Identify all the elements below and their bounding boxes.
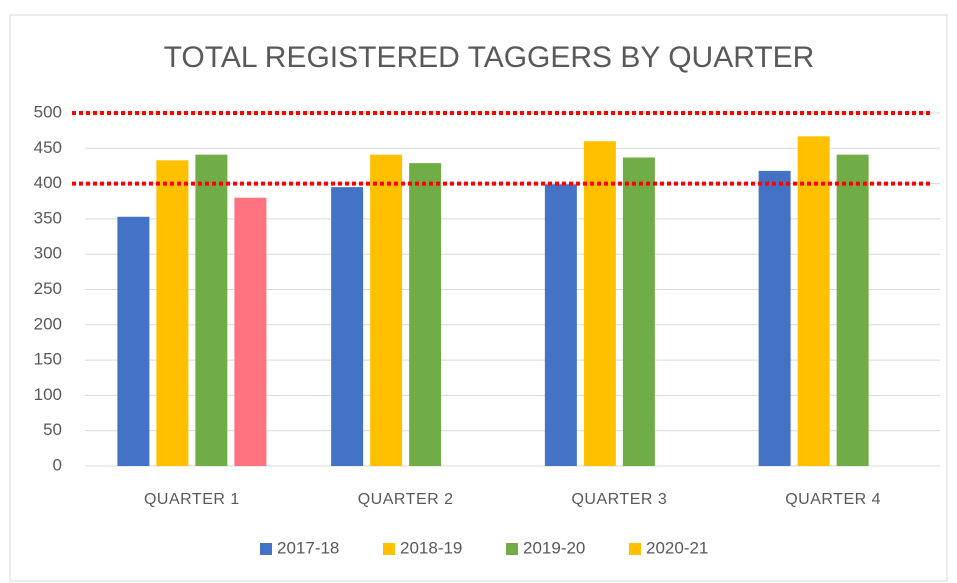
bar (409, 163, 442, 466)
legend-swatch (260, 543, 272, 555)
x-tick-label: QUARTER 4 (785, 491, 881, 508)
bar (836, 154, 869, 467)
legend-label: 2019-20 (523, 538, 585, 557)
legend-swatch (506, 543, 518, 555)
y-tick-label: 200 (34, 314, 62, 333)
bar (622, 157, 655, 466)
x-tick-label: QUARTER 1 (144, 491, 240, 508)
x-tick-label: QUARTER 2 (358, 491, 454, 508)
legend-label: 2017-18 (277, 538, 339, 557)
bar (117, 216, 150, 466)
bar (544, 184, 577, 466)
y-tick-label: 350 (34, 208, 62, 227)
y-tick-label: 100 (34, 385, 62, 404)
y-tick-label: 250 (34, 279, 62, 298)
y-tick-label: 50 (43, 420, 62, 439)
bar (156, 160, 189, 466)
y-tick-label: 0 (53, 455, 62, 474)
bar (583, 141, 616, 467)
chart-title: TOTAL REGISTERED TAGGERS BY QUARTER (164, 41, 815, 74)
y-tick-label: 300 (34, 244, 62, 263)
legend-label: 2020-21 (646, 538, 708, 557)
legend-label: 2018-19 (400, 538, 462, 557)
y-tick-label: 500 (34, 102, 62, 121)
bar (331, 187, 364, 466)
y-tick-label: 400 (34, 173, 62, 192)
bar (195, 154, 228, 467)
y-tick-label: 450 (34, 138, 62, 157)
bar (758, 170, 791, 466)
legend-swatch (383, 543, 395, 555)
x-tick-label: QUARTER 3 (571, 491, 667, 508)
bar (797, 136, 830, 466)
bar (234, 197, 267, 466)
y-tick-label: 150 (34, 350, 62, 369)
legend-swatch (629, 543, 641, 555)
bar (370, 154, 403, 467)
